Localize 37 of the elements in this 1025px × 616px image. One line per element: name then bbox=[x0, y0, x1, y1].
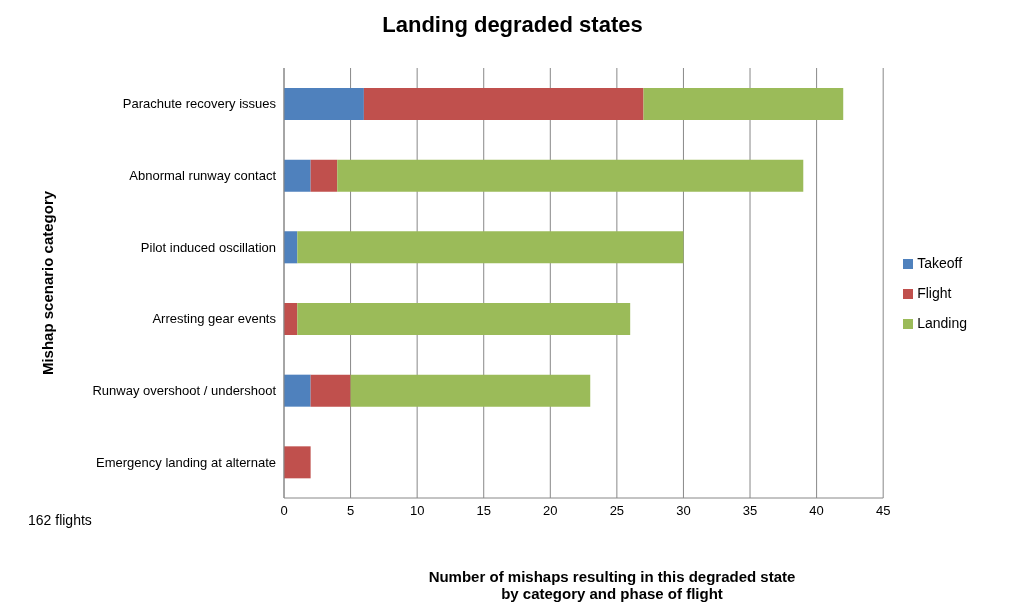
bar bbox=[284, 303, 298, 335]
bar bbox=[363, 88, 644, 120]
y-tick-label: Abnormal runway contact bbox=[129, 168, 277, 184]
x-tick-label: 35 bbox=[742, 503, 758, 519]
bar bbox=[284, 88, 364, 120]
bar bbox=[310, 374, 351, 407]
chart-title: Landing degraded states bbox=[381, 12, 644, 38]
y-axis-title: Mishap scenario category bbox=[39, 190, 57, 376]
bar bbox=[284, 231, 298, 264]
x-tick-label: 15 bbox=[476, 503, 491, 519]
bar bbox=[284, 374, 311, 407]
bar bbox=[284, 159, 311, 192]
x-axis-title: Number of mishaps resulting in this degraded state by category and phase of flight bbox=[427, 568, 797, 602]
x-tick-label: 20 bbox=[543, 503, 558, 519]
y-tick-label: Pilot induced oscillation bbox=[140, 239, 276, 255]
x-tick-label: 10 bbox=[409, 503, 425, 519]
y-tick-label: Parachute recovery issues bbox=[122, 96, 277, 112]
x-tick-label: 45 bbox=[875, 503, 891, 519]
x-tick-label: 0 bbox=[280, 503, 288, 519]
text: 162 flights bbox=[28, 512, 92, 528]
bar bbox=[297, 231, 684, 264]
bar bbox=[310, 159, 338, 192]
bar bbox=[337, 159, 804, 192]
y-tick-label: Runway overshoot / undershoot bbox=[92, 383, 277, 399]
x-tick-label: 40 bbox=[809, 503, 824, 519]
y-tick-label: Arresting gear events bbox=[152, 311, 277, 327]
x-tick-label: 30 bbox=[676, 503, 691, 519]
legend-label: Flight bbox=[917, 285, 952, 301]
legend-label: Landing bbox=[917, 315, 967, 331]
bar bbox=[297, 303, 631, 335]
legend-label: Takeoff bbox=[917, 255, 963, 271]
x-tick-label: 5 bbox=[346, 503, 355, 519]
bar bbox=[284, 446, 311, 479]
x-tick-label: 25 bbox=[609, 503, 625, 519]
bar bbox=[643, 88, 844, 120]
y-tick-label: Emergency landing at alternate bbox=[96, 454, 276, 470]
bar bbox=[350, 374, 591, 407]
